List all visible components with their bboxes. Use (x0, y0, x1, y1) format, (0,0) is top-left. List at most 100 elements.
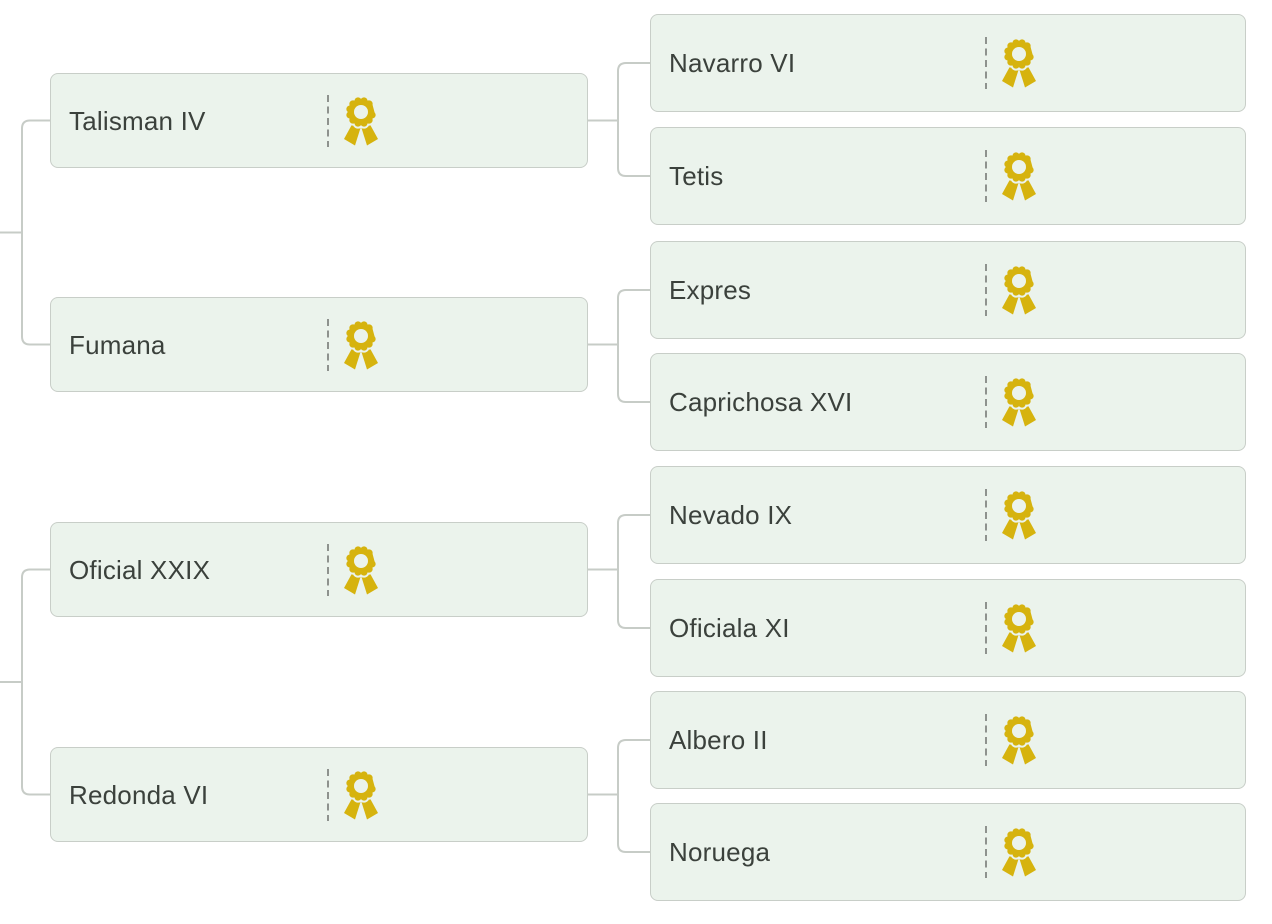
horse-name: Caprichosa XVI (669, 387, 853, 417)
award-section (985, 15, 1245, 111)
pedigree-card-oficiala-xi[interactable]: Oficiala XI (650, 579, 1246, 677)
pedigree-card-caprichosa-xvi[interactable]: Caprichosa XVI (650, 353, 1246, 451)
dashed-divider (985, 826, 987, 878)
award-section (985, 242, 1245, 338)
ribbon-tail-right (1019, 630, 1036, 653)
rosette-hole (354, 553, 368, 568)
dashed-divider (327, 768, 329, 821)
rosette-hole (354, 328, 368, 343)
rosette (1002, 376, 1036, 410)
rosette (1002, 264, 1036, 298)
rosette (1002, 826, 1036, 860)
award-ribbon-icon (344, 318, 378, 369)
pedigree-card-navarro-vi[interactable]: Navarro VI (650, 14, 1246, 112)
rosette-hole (1012, 836, 1026, 850)
ribbon-tail-right (361, 797, 378, 819)
ribbon-tail-right (361, 123, 378, 145)
pedigree-card-oficial-xxix[interactable]: Oficial XXIX (50, 522, 588, 617)
ribbon-tail-left (1002, 65, 1019, 88)
award-ribbon-icon (344, 768, 378, 819)
ribbon-tail-left (1002, 404, 1019, 427)
rosette-hole (1012, 160, 1026, 174)
ribbon-tail-right (1019, 404, 1036, 427)
award-ribbon-icon (1002, 264, 1036, 315)
rosette-hole (354, 104, 368, 119)
rosette-hole (1012, 724, 1026, 738)
ribbon-tail-right (1019, 65, 1036, 88)
dashed-divider (327, 543, 329, 596)
connector-line (21, 568, 50, 796)
dashed-divider (985, 714, 987, 766)
rosette-hole (1012, 612, 1026, 626)
ribbon-tail-right (1019, 854, 1036, 877)
ribbon-tail-left (344, 347, 361, 369)
horse-name: Albero II (669, 725, 768, 755)
pedigree-card-talisman-iv[interactable]: Talisman IV (50, 73, 588, 168)
rosette (1002, 714, 1036, 748)
rosette (1002, 150, 1036, 184)
rosette (344, 543, 378, 578)
ribbon-tail-right (1019, 292, 1036, 315)
rosette (1002, 489, 1036, 523)
horse-name: Talisman IV (69, 105, 206, 136)
pedigree-card-fumana[interactable]: Fumana (50, 297, 588, 392)
award-section (985, 580, 1245, 676)
award-ribbon-icon (344, 94, 378, 145)
award-section (985, 692, 1245, 788)
award-ribbon-icon (1002, 489, 1036, 540)
connector-line (617, 289, 650, 403)
dashed-divider (985, 489, 987, 541)
ribbon-tail-left (344, 797, 361, 819)
award-ribbon-icon (1002, 150, 1036, 201)
pedigree-card-tetis[interactable]: Tetis (650, 127, 1246, 225)
rosette-hole (1012, 499, 1026, 513)
horse-name: Oficiala XI (669, 613, 790, 643)
connector-line (617, 62, 650, 177)
dashed-divider (327, 318, 329, 371)
award-ribbon-icon (1002, 826, 1036, 877)
dashed-divider (327, 94, 329, 147)
ribbon-tail-right (361, 347, 378, 369)
rosette-hole (354, 778, 368, 793)
pedigree-card-redonda-vi[interactable]: Redonda VI (50, 747, 588, 842)
rosette (1002, 37, 1036, 71)
connector-line (617, 514, 650, 629)
award-section (985, 467, 1245, 563)
award-section (327, 74, 587, 167)
ribbon-tail-left (344, 123, 361, 145)
ribbon-tail-right (1019, 517, 1036, 540)
rosette (344, 768, 378, 803)
ribbon-tail-left (1002, 178, 1019, 201)
rosette-hole (1012, 47, 1026, 61)
horse-name: Redonda VI (69, 779, 209, 810)
pedigree-card-expres[interactable]: Expres (650, 241, 1246, 339)
connector-line (21, 119, 50, 346)
rosette-hole (1012, 386, 1026, 400)
horse-name: Expres (669, 275, 752, 305)
pedigree-card-noruega[interactable]: Noruega (650, 803, 1246, 901)
dashed-divider (985, 602, 987, 654)
pedigree-card-nevado-ix[interactable]: Nevado IX (650, 466, 1246, 564)
ribbon-tail-right (1019, 178, 1036, 201)
rosette (344, 94, 378, 129)
horse-name: Tetis (669, 161, 724, 191)
ribbon-tail-left (1002, 854, 1019, 877)
rosette-hole (1012, 274, 1026, 288)
horse-name: Navarro VI (669, 48, 796, 78)
award-section (327, 748, 587, 841)
award-ribbon-icon (1002, 714, 1036, 765)
pedigree-card-albero-ii[interactable]: Albero II (650, 691, 1246, 789)
award-section (985, 804, 1245, 900)
award-section (327, 298, 587, 391)
horse-name: Oficial XXIX (69, 554, 211, 585)
horse-name: Nevado IX (669, 500, 793, 530)
award-section (985, 354, 1245, 450)
award-ribbon-icon (1002, 602, 1036, 653)
ribbon-tail-left (1002, 517, 1019, 540)
dashed-divider (985, 150, 987, 202)
ribbon-tail-left (1002, 742, 1019, 765)
dashed-divider (985, 37, 987, 89)
award-ribbon-icon (1002, 37, 1036, 88)
